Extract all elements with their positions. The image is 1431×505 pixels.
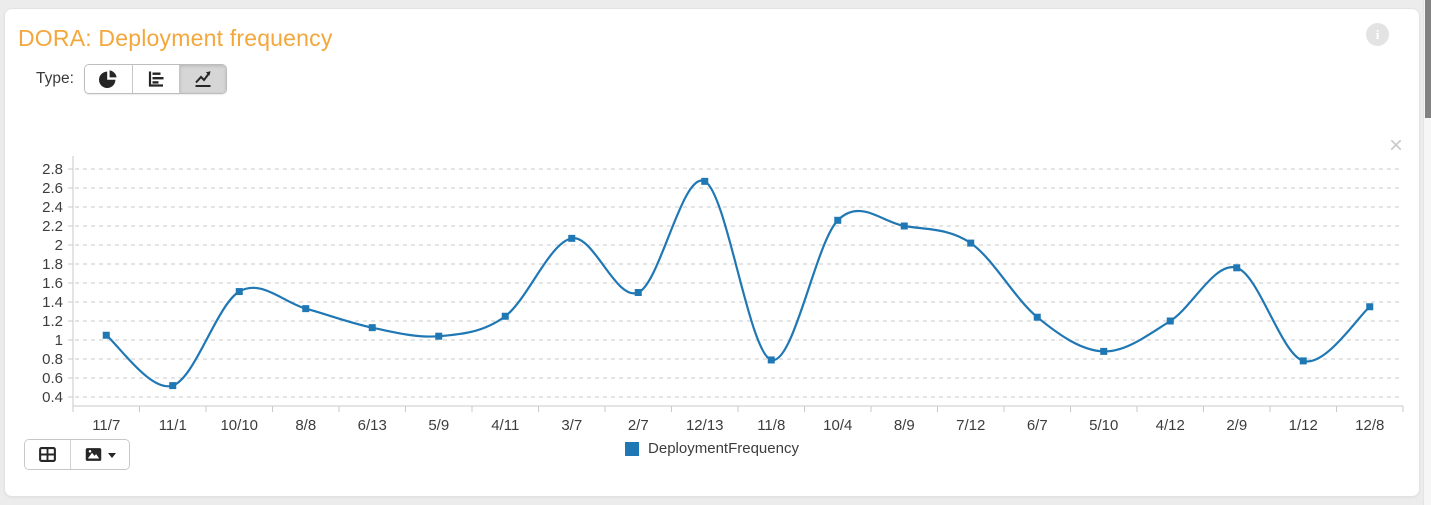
x-tick-label: 6/13 [358, 417, 387, 434]
chart-type-button-group [83, 64, 227, 94]
y-tick-label: 2.8 [42, 161, 63, 178]
info-icon: i [1375, 26, 1380, 42]
y-tick-label: 1.2 [42, 313, 63, 330]
export-button-group [24, 439, 130, 470]
image-icon [85, 448, 102, 461]
data-point-marker [1033, 313, 1041, 321]
y-tick-label: 2 [55, 237, 63, 254]
export-image-button[interactable] [70, 440, 129, 469]
pie-chart-type-button[interactable] [84, 65, 132, 93]
y-tick-label: 0.6 [42, 370, 63, 387]
data-point-marker [501, 312, 509, 320]
bar-chart-icon [148, 71, 164, 87]
chart-legend: DeploymentFrequency [625, 440, 799, 457]
x-tick-label: 7/12 [956, 417, 985, 434]
data-point-marker [368, 324, 376, 332]
x-tick-label: 5/10 [1089, 417, 1118, 434]
close-chart-button[interactable]: × [1383, 134, 1409, 160]
y-tick-label: 1.8 [42, 256, 63, 273]
x-tick-label: 11/8 [757, 417, 785, 434]
x-tick-label: 8/9 [894, 417, 915, 434]
y-tick-label: 1.4 [42, 294, 63, 311]
y-tick-label: 1 [55, 332, 63, 349]
data-point-marker [834, 216, 842, 224]
widget-card: DORA: Deployment frequency i Type: [4, 8, 1420, 497]
x-tick-label: 3/7 [561, 417, 582, 434]
type-label: Type: [36, 70, 74, 87]
y-tick-label: 2.6 [42, 180, 63, 197]
bar-chart-type-button[interactable] [131, 65, 179, 93]
y-tick-label: 0.4 [42, 389, 63, 406]
data-point-marker [1299, 357, 1307, 365]
data-point-marker [701, 177, 709, 185]
line-chart-type-button[interactable] [178, 65, 226, 93]
info-button[interactable]: i [1366, 23, 1389, 46]
legend-label[interactable]: DeploymentFrequency [648, 440, 799, 457]
legend-swatch[interactable] [625, 441, 640, 456]
data-point-marker [967, 239, 975, 247]
x-tick-label: 11/7 [92, 417, 120, 434]
x-tick-label: 8/8 [295, 417, 316, 434]
x-tick-label: 2/9 [1226, 417, 1247, 434]
x-tick-label: 1/12 [1289, 417, 1318, 434]
data-point-marker [634, 289, 642, 296]
y-tick-label: 2.2 [42, 218, 63, 235]
data-point-marker [1366, 303, 1374, 311]
x-tick-label: 12/13 [686, 417, 724, 434]
data-point-marker [767, 356, 775, 364]
y-tick-label: 1.6 [42, 275, 63, 292]
data-point-marker [1233, 264, 1241, 272]
x-tick-label: 11/1 [159, 417, 187, 434]
x-tick-label: 4/12 [1156, 417, 1185, 434]
data-point-marker [435, 332, 443, 340]
data-table-button[interactable] [25, 440, 70, 469]
chart-toolbar [24, 439, 130, 470]
data-point-marker [235, 288, 243, 296]
data-point-marker [302, 305, 310, 313]
scrollbar-thumb[interactable] [1425, 0, 1431, 118]
pie-chart-icon [99, 70, 118, 88]
close-icon: × [1388, 132, 1403, 159]
x-tick-label: 6/7 [1027, 417, 1048, 434]
data-point-marker [1166, 317, 1174, 325]
page-title: DORA: Deployment frequency [18, 25, 333, 51]
data-point-marker [169, 382, 177, 390]
y-tick-label: 2.4 [42, 199, 63, 216]
caret-down-icon [108, 453, 116, 458]
x-tick-label: 10/10 [220, 417, 258, 434]
data-point-marker [1100, 347, 1108, 355]
table-icon [39, 447, 56, 462]
chart-type-selector: Type: [36, 64, 227, 94]
data-point-marker [102, 331, 110, 339]
data-point-marker [568, 234, 576, 242]
x-tick-label: 4/11 [491, 417, 519, 434]
scrollbar[interactable] [1423, 0, 1431, 505]
x-tick-label: 5/9 [428, 417, 449, 434]
x-tick-label: 2/7 [628, 417, 649, 434]
x-tick-label: 12/8 [1355, 417, 1384, 434]
data-point-marker [900, 222, 908, 230]
line-chart-icon [195, 71, 211, 87]
x-tick-label: 10/4 [823, 417, 852, 434]
y-tick-label: 0.8 [42, 351, 63, 368]
deployment-frequency-line-chart: 2.8 2.6 2.4 2.2 2 1.8 1.6 1.4 1.2 1 0.8 0.6 0.4 11/7 1… [42, 156, 1404, 434]
